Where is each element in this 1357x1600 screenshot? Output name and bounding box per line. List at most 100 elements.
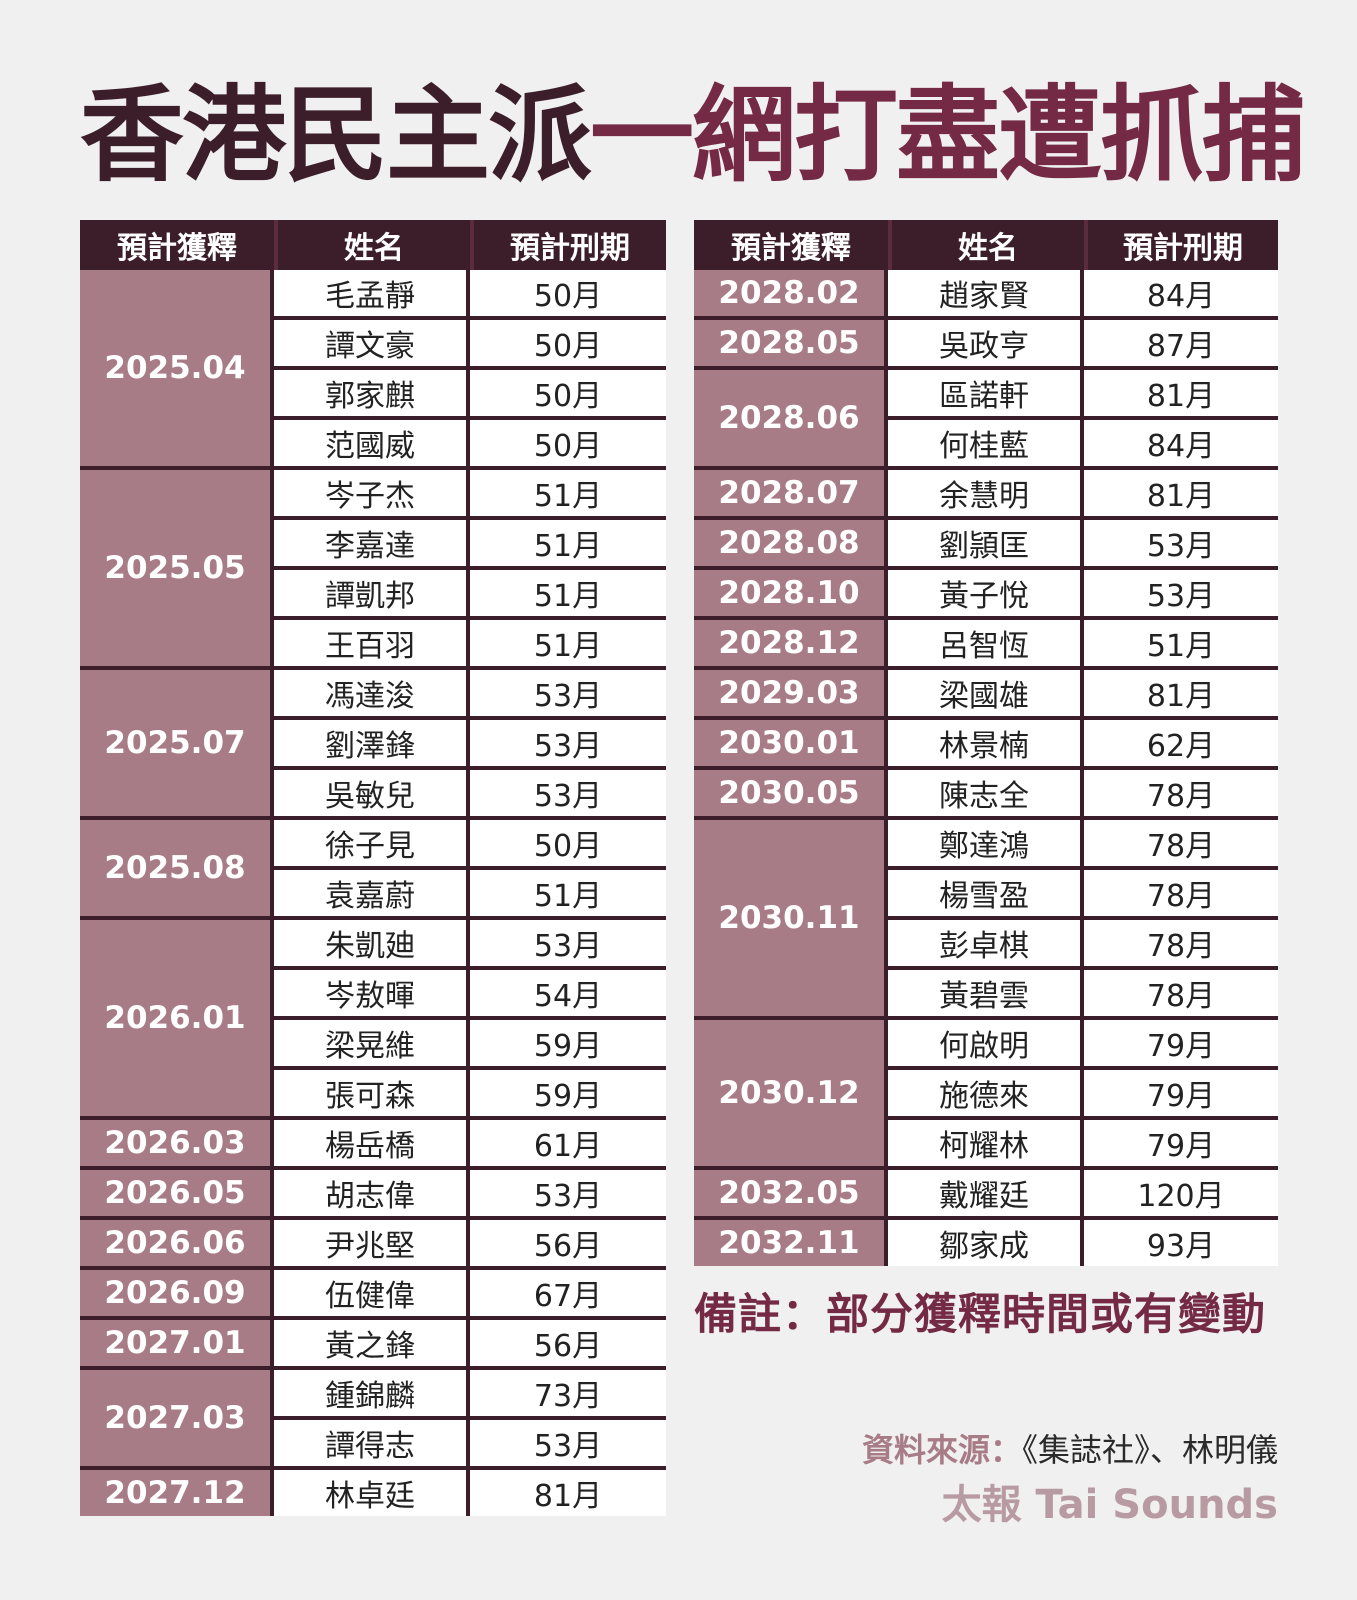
name-cell: 黃子悅 xyxy=(888,570,1084,620)
table-row: 2030.05 陳志全 78月 xyxy=(694,770,1278,820)
name-cell: 鄭達鴻 xyxy=(888,820,1084,870)
table-row: 袁嘉蔚 51月 xyxy=(80,870,666,920)
name-cell: 余慧明 xyxy=(888,470,1084,520)
sentence-cell: 53月 xyxy=(1084,570,1278,620)
header-release-date: 預計獲釋 xyxy=(694,220,888,270)
header-name: 姓名 xyxy=(274,220,470,270)
name-cell: 袁嘉蔚 xyxy=(274,870,470,920)
release-date-cell: 2032.05 xyxy=(694,1170,888,1220)
sentence-cell: 53月 xyxy=(470,770,666,820)
table-row: 岑敖暉 54月 xyxy=(80,970,666,1020)
name-cell: 鍾錦麟 xyxy=(274,1370,470,1420)
table-row: 2028.12 呂智恆 51月 xyxy=(694,620,1278,670)
release-date-cell: 2028.06 xyxy=(694,370,888,470)
name-cell: 呂智恆 xyxy=(888,620,1084,670)
table-row: 譚文豪 50月 xyxy=(80,320,666,370)
release-date-cell: 2028.02 xyxy=(694,270,888,320)
table-row: 2028.10 黃子悅 53月 xyxy=(694,570,1278,620)
sentence-cell: 53月 xyxy=(470,670,666,720)
header-release-date: 預計獲釋 xyxy=(80,220,274,270)
name-cell: 施德來 xyxy=(888,1070,1084,1120)
release-date-cell: 2026.03 xyxy=(80,1120,274,1170)
release-date-cell: 2028.10 xyxy=(694,570,888,620)
name-cell: 范國威 xyxy=(274,420,470,470)
sentence-cell: 78月 xyxy=(1084,920,1278,970)
table-row: 2030.12 何啟明 79月 xyxy=(694,1020,1278,1170)
name-cell: 胡志偉 xyxy=(274,1170,470,1220)
release-date-cell: 2030.12 xyxy=(694,1020,888,1170)
table-row: 2027.01 黃之鋒 56月 xyxy=(80,1320,666,1370)
name-cell: 何啟明 xyxy=(888,1020,1084,1070)
sentence-cell: 81月 xyxy=(470,1470,666,1516)
header-sentence: 預計刑期 xyxy=(1084,220,1278,270)
release-date-cell: 2025.04 xyxy=(80,270,274,470)
release-date-cell: 2028.12 xyxy=(694,620,888,670)
sentence-cell: 81月 xyxy=(1084,370,1278,420)
name-cell: 譚得志 xyxy=(274,1420,470,1470)
release-date-cell: 2025.07 xyxy=(80,670,274,820)
source-label: 資料來源： xyxy=(861,1431,1022,1469)
page-title: 香港民主派一網打盡遭抓捕 xyxy=(80,70,1306,200)
name-cell: 林景楠 xyxy=(888,720,1084,770)
sentence-cell: 51月 xyxy=(470,520,666,570)
table-row: 彭卓棋 78月 xyxy=(694,920,1278,970)
release-date-cell: 2027.03 xyxy=(80,1370,274,1470)
release-table-left: 預計獲釋 姓名 預計刑期 2025.04 毛孟靜 50月 譚文豪 50月 郭家麒 50月 范國… xyxy=(80,220,666,1516)
header-name: 姓名 xyxy=(888,220,1084,270)
table-row: 何桂藍 84月 xyxy=(694,420,1278,470)
table-row: 黃碧雲 78月 xyxy=(694,970,1278,1020)
table-row: 2028.07 余慧明 81月 xyxy=(694,470,1278,520)
sentence-cell: 79月 xyxy=(1084,1020,1278,1070)
table-row: 吳敏兒 53月 xyxy=(80,770,666,820)
sentence-cell: 78月 xyxy=(1084,970,1278,1020)
table-row: 2028.02 趙家賢 84月 xyxy=(694,270,1278,320)
name-cell: 楊岳橋 xyxy=(274,1120,470,1170)
name-cell: 郭家麒 xyxy=(274,370,470,420)
release-date-cell: 2030.11 xyxy=(694,820,888,1020)
name-cell: 吳敏兒 xyxy=(274,770,470,820)
table-row: 施德來 79月 xyxy=(694,1070,1278,1120)
name-cell: 徐子見 xyxy=(274,820,470,870)
name-cell: 梁晃維 xyxy=(274,1020,470,1070)
table-row: 郭家麒 50月 xyxy=(80,370,666,420)
table-row: 2027.12 林卓廷 81月 xyxy=(80,1470,666,1516)
sentence-cell: 87月 xyxy=(1084,320,1278,370)
sentence-cell: 53月 xyxy=(470,1420,666,1470)
title-part-1: 香港民主派 xyxy=(80,74,592,196)
table-row: 2029.03 梁國雄 81月 xyxy=(694,670,1278,720)
sentence-cell: 78月 xyxy=(1084,870,1278,920)
table-row: 2026.01 朱凱廸 53月 xyxy=(80,920,666,1120)
sentence-cell: 84月 xyxy=(1084,270,1278,320)
name-cell: 黃碧雲 xyxy=(888,970,1084,1020)
name-cell: 梁國雄 xyxy=(888,670,1084,720)
header-row: 預計獲釋 姓名 預計刑期 xyxy=(80,220,666,270)
sentence-cell: 93月 xyxy=(1084,1220,1278,1266)
sentence-cell: 53月 xyxy=(470,720,666,770)
table-row: 李嘉達 51月 xyxy=(80,520,666,570)
name-cell: 岑子杰 xyxy=(274,470,470,520)
name-cell: 林卓廷 xyxy=(274,1470,470,1516)
name-cell: 區諾軒 xyxy=(888,370,1084,420)
sentence-cell: 50月 xyxy=(470,820,666,870)
name-cell: 張可森 xyxy=(274,1070,470,1120)
table-row: 2027.03 鍾錦麟 73月 xyxy=(80,1370,666,1470)
release-date-cell: 2030.01 xyxy=(694,720,888,770)
name-cell: 馮達浚 xyxy=(274,670,470,720)
sentence-cell: 51月 xyxy=(470,620,666,670)
name-cell: 黃之鋒 xyxy=(274,1320,470,1370)
table-row: 譚凱邦 51月 xyxy=(80,570,666,620)
sentence-cell: 51月 xyxy=(470,570,666,620)
sentence-cell: 120月 xyxy=(1084,1170,1278,1220)
sentence-cell: 51月 xyxy=(470,470,666,520)
release-date-cell: 2028.07 xyxy=(694,470,888,520)
title-part-2: 一網打盡遭抓捕 xyxy=(590,74,1306,196)
name-cell: 楊雪盈 xyxy=(888,870,1084,920)
table-row: 2026.03 楊岳橋 61月 xyxy=(80,1120,666,1170)
release-date-cell: 2025.05 xyxy=(80,470,274,670)
name-cell: 王百羽 xyxy=(274,620,470,670)
sentence-cell: 50月 xyxy=(470,320,666,370)
table-row: 梁晃維 59月 xyxy=(80,1020,666,1070)
table-row: 2025.08 徐子見 50月 xyxy=(80,820,666,920)
table-row: 2026.06 尹兆堅 56月 xyxy=(80,1220,666,1270)
sentence-cell: 51月 xyxy=(1084,620,1278,670)
